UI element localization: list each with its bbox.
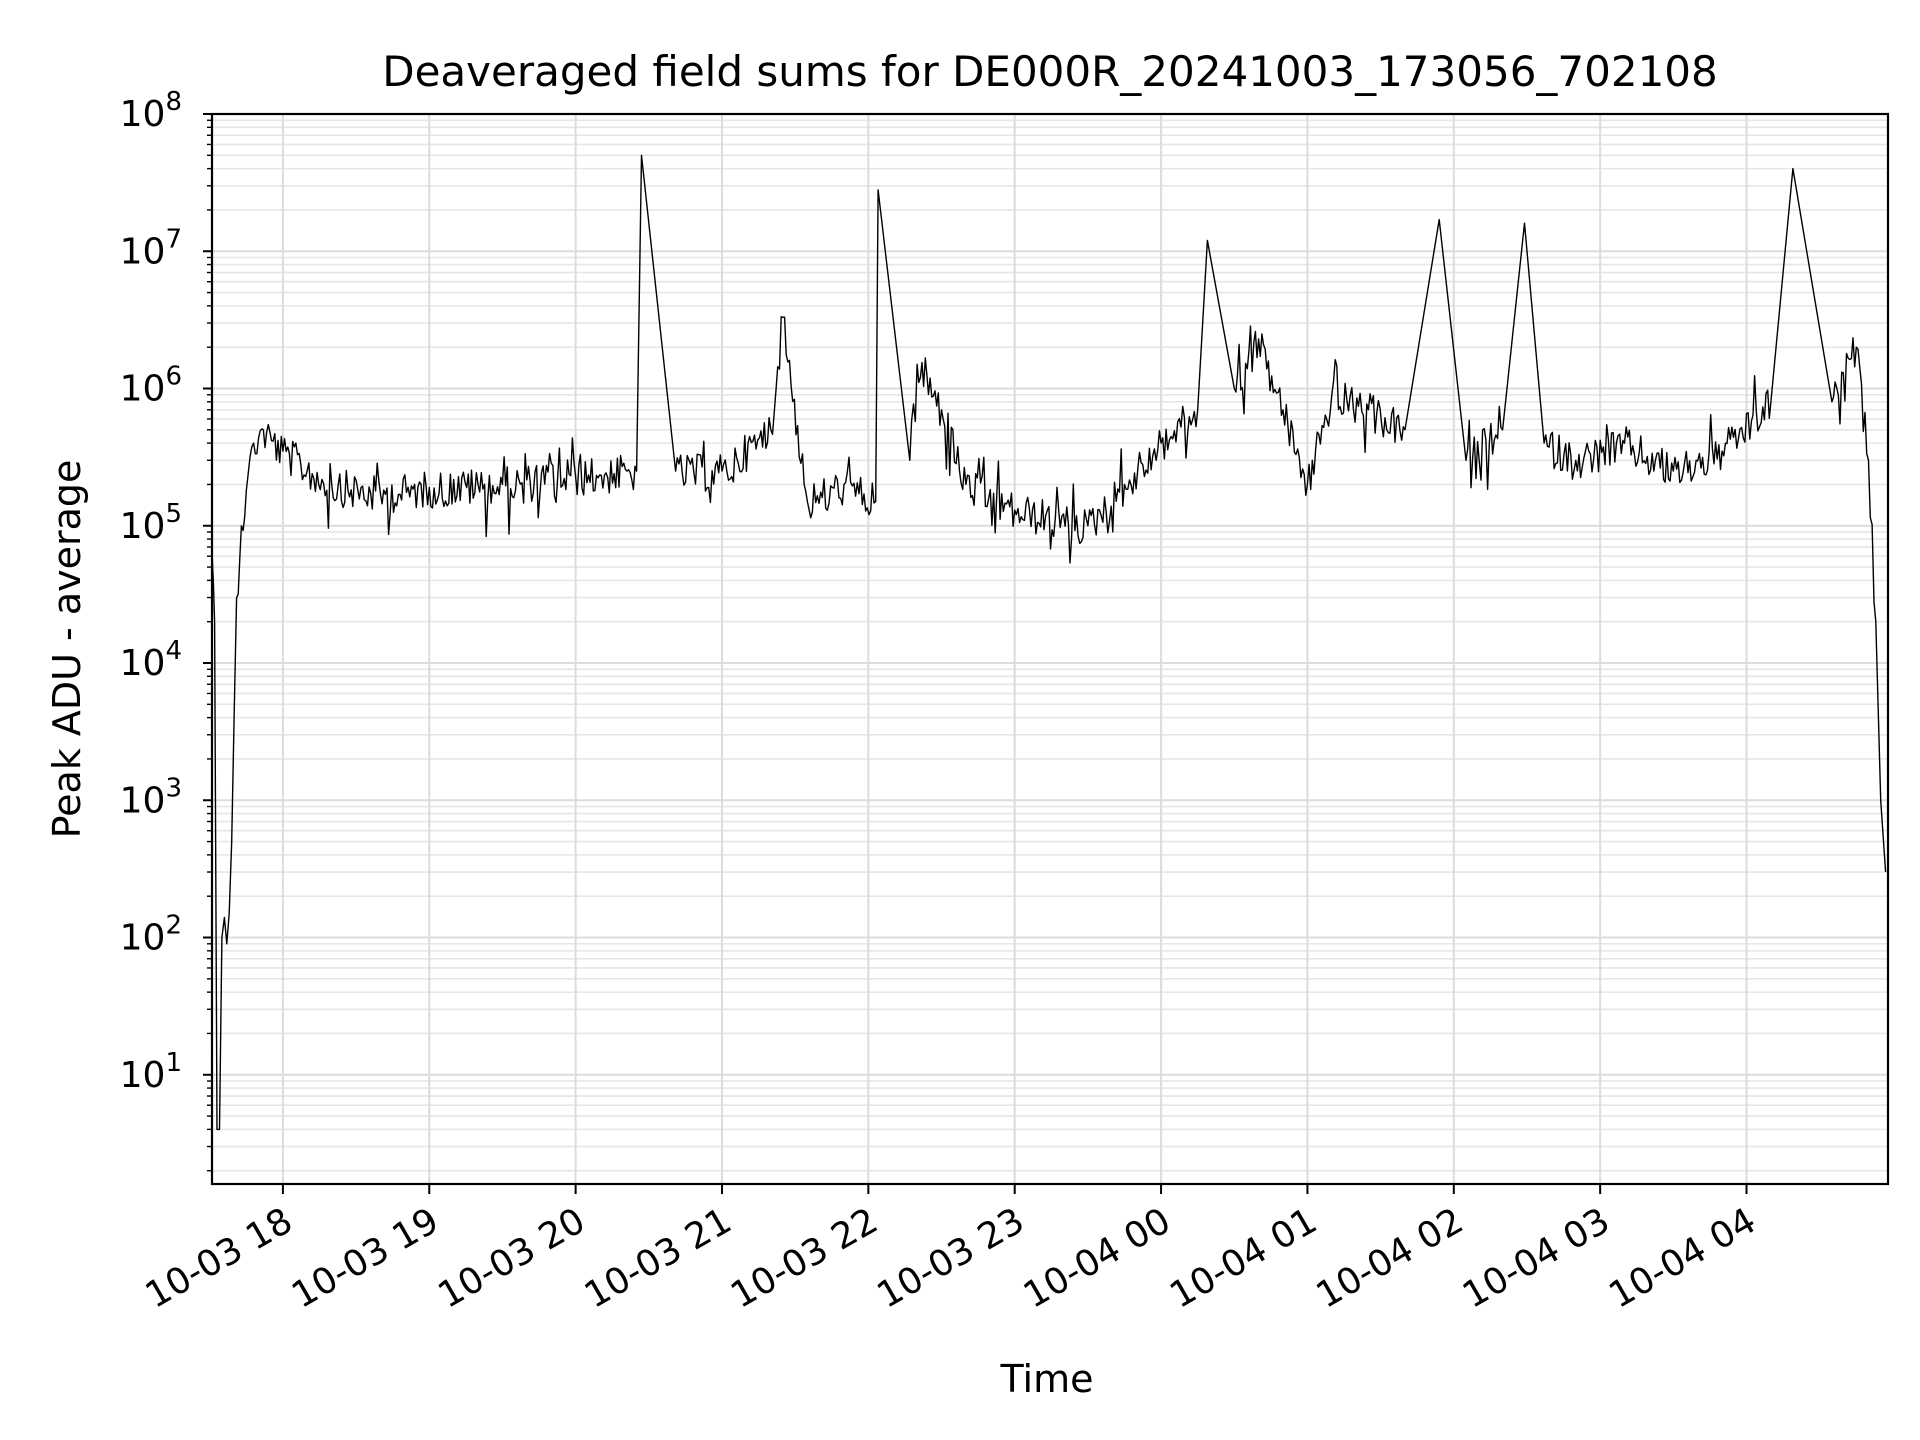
y-tick-label-base: 10 bbox=[120, 643, 166, 684]
y-tick-label: 102 bbox=[120, 911, 182, 959]
y-tick-label-base: 10 bbox=[120, 94, 166, 135]
y-tick-label-exponent: 3 bbox=[165, 773, 182, 803]
chart-title: Deaveraged field sums for DE000R_2024100… bbox=[382, 47, 1718, 96]
y-tick-label-exponent: 7 bbox=[165, 224, 182, 254]
x-axis-label: Time bbox=[1000, 1357, 1094, 1401]
y-tick-label: 108 bbox=[120, 87, 182, 135]
y-tick-label-base: 10 bbox=[120, 369, 166, 410]
y-axis-label: Peak ADU - average bbox=[45, 460, 89, 839]
y-tick-label-exponent: 8 bbox=[165, 87, 182, 117]
y-tick-label-base: 10 bbox=[120, 780, 166, 821]
y-tick-label-exponent: 1 bbox=[165, 1048, 182, 1078]
y-tick-label-exponent: 4 bbox=[165, 636, 182, 666]
y-tick-label-base: 10 bbox=[120, 1055, 166, 1096]
y-tick-label: 106 bbox=[120, 362, 182, 410]
series-line bbox=[211, 154, 1887, 1131]
y-tick-label: 103 bbox=[120, 773, 182, 821]
plot-area-frame bbox=[210, 112, 1890, 1186]
y-tick-label-exponent: 6 bbox=[165, 362, 182, 392]
y-tick-label: 105 bbox=[120, 499, 182, 547]
y-tick-label-exponent: 2 bbox=[165, 911, 182, 941]
y-tick-label-base: 10 bbox=[120, 918, 166, 959]
y-tick-label-exponent: 5 bbox=[165, 499, 182, 529]
y-tick-label: 107 bbox=[120, 224, 182, 272]
y-tick-label-base: 10 bbox=[120, 231, 166, 272]
y-tick-label: 101 bbox=[120, 1048, 182, 1096]
y-tick-label: 104 bbox=[120, 636, 182, 684]
series-layer bbox=[211, 154, 1887, 1131]
y-tick-label-base: 10 bbox=[120, 506, 166, 547]
